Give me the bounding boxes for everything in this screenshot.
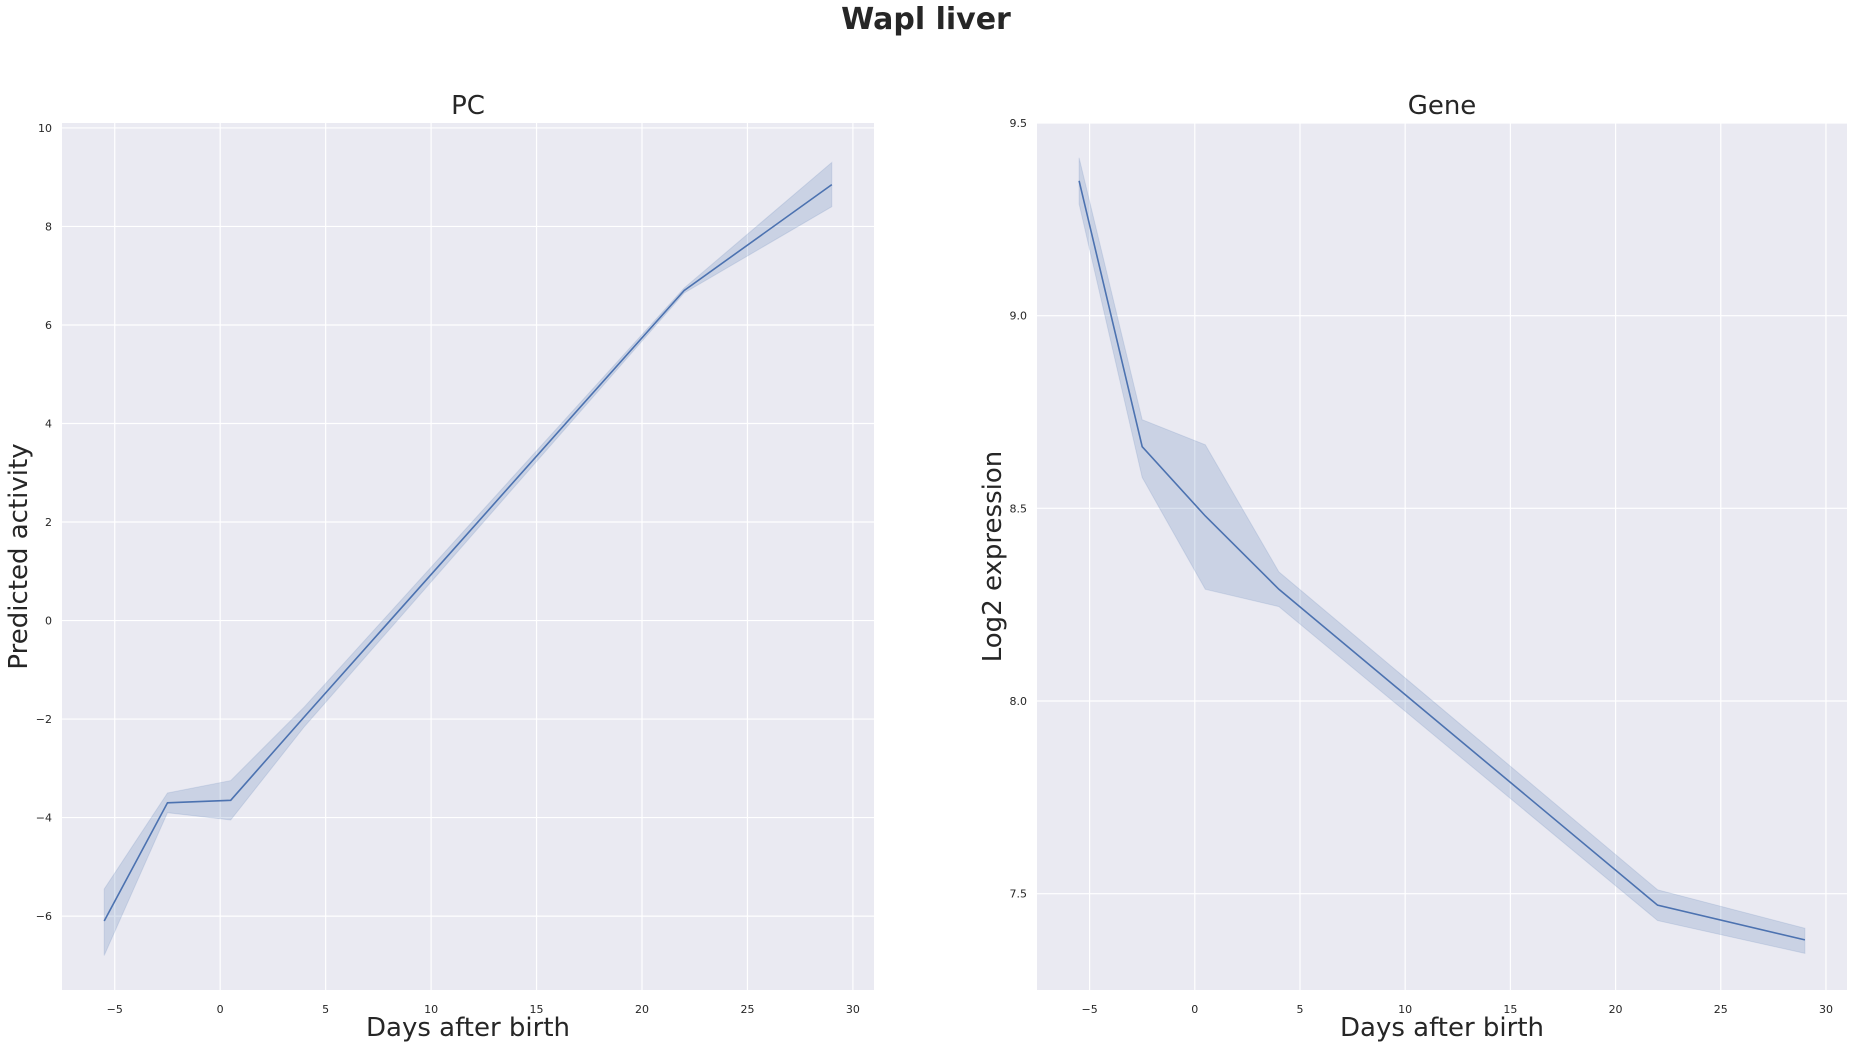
gene-x-tick-label: 25 — [1714, 1003, 1728, 1016]
pc-gridlines — [62, 123, 874, 990]
gene-y-tick-label: 9.5 — [1010, 117, 1028, 130]
gene-gridlines — [1037, 122, 1847, 990]
gene-panel-title: Gene — [1408, 91, 1477, 121]
pc-x-tick-label: 5 — [322, 1003, 329, 1016]
figure-title: Wapl liver — [841, 2, 1011, 37]
gene-x-tick-label: 15 — [1503, 1003, 1517, 1016]
gene-x-axis-label: Days after birth — [1340, 1013, 1544, 1043]
gene-plot-area — [1037, 123, 1847, 990]
pc-x-tick-label: 0 — [217, 1003, 224, 1016]
pc-y-tick-label: −6 — [36, 910, 52, 923]
pc-y-tick-label: 0 — [45, 615, 52, 628]
pc-panel: −5 0 5 10 15 20 25 30 −6 −4 −2 0 2 4 6 8 10 PC Days aft… — [4, 91, 874, 1043]
pc-y-tick-label: 6 — [45, 319, 52, 332]
pc-x-tick-labels: −5 0 5 10 15 20 25 30 — [107, 1003, 860, 1016]
pc-y-tick-label: −2 — [36, 713, 52, 726]
pc-y-tick-label: −4 — [36, 812, 52, 825]
pc-x-tick-label: −5 — [107, 1003, 123, 1016]
gene-x-tick-label: 0 — [1191, 1003, 1198, 1016]
gene-x-tick-label: 5 — [1296, 1003, 1303, 1016]
pc-x-tick-label: 10 — [424, 1003, 438, 1016]
gene-y-tick-label: 8.0 — [1010, 695, 1028, 708]
pc-y-tick-label: 4 — [45, 417, 52, 430]
pc-y-axis-label: Predicted activity — [4, 443, 34, 669]
pc-x-axis-label: Days after birth — [366, 1013, 570, 1043]
pc-x-tick-label: 25 — [740, 1003, 754, 1016]
gene-series-line — [1078, 180, 1806, 941]
gene-x-tick-label: −5 — [1081, 1003, 1097, 1016]
gene-panel: −5 0 5 10 15 20 25 30 7.5 8.0 8.5 9.0 9.5 Gene Days… — [978, 91, 1847, 1043]
gene-y-tick-label: 9.0 — [1010, 310, 1028, 323]
gene-y-tick-label: 8.5 — [1010, 502, 1028, 515]
pc-x-tick-label: 20 — [635, 1003, 649, 1016]
gene-x-tick-label: 30 — [1819, 1003, 1833, 1016]
pc-series-line — [103, 183, 833, 922]
pc-plot-area — [62, 123, 874, 990]
pc-y-tick-label: 8 — [45, 220, 52, 233]
gene-y-tick-label: 7.5 — [1010, 888, 1028, 901]
gene-x-tick-labels: −5 0 5 10 15 20 25 30 — [1081, 1003, 1832, 1016]
pc-x-tick-label: 30 — [846, 1003, 860, 1016]
gene-x-tick-label: 10 — [1398, 1003, 1412, 1016]
gene-confidence-band — [1078, 157, 1806, 955]
pc-panel-title: PC — [451, 91, 485, 121]
gene-y-tick-labels: 7.5 8.0 8.5 9.0 9.5 — [1010, 117, 1028, 901]
gene-y-axis-label: Log2 expression — [978, 451, 1008, 663]
pc-y-tick-label: 2 — [45, 516, 52, 529]
gene-x-tick-label: 20 — [1609, 1003, 1623, 1016]
pc-y-tick-label: 10 — [38, 122, 52, 135]
pc-y-tick-labels: −6 −4 −2 0 2 4 6 8 10 — [36, 122, 52, 923]
pc-confidence-band — [103, 161, 833, 956]
pc-x-tick-label: 15 — [530, 1003, 544, 1016]
